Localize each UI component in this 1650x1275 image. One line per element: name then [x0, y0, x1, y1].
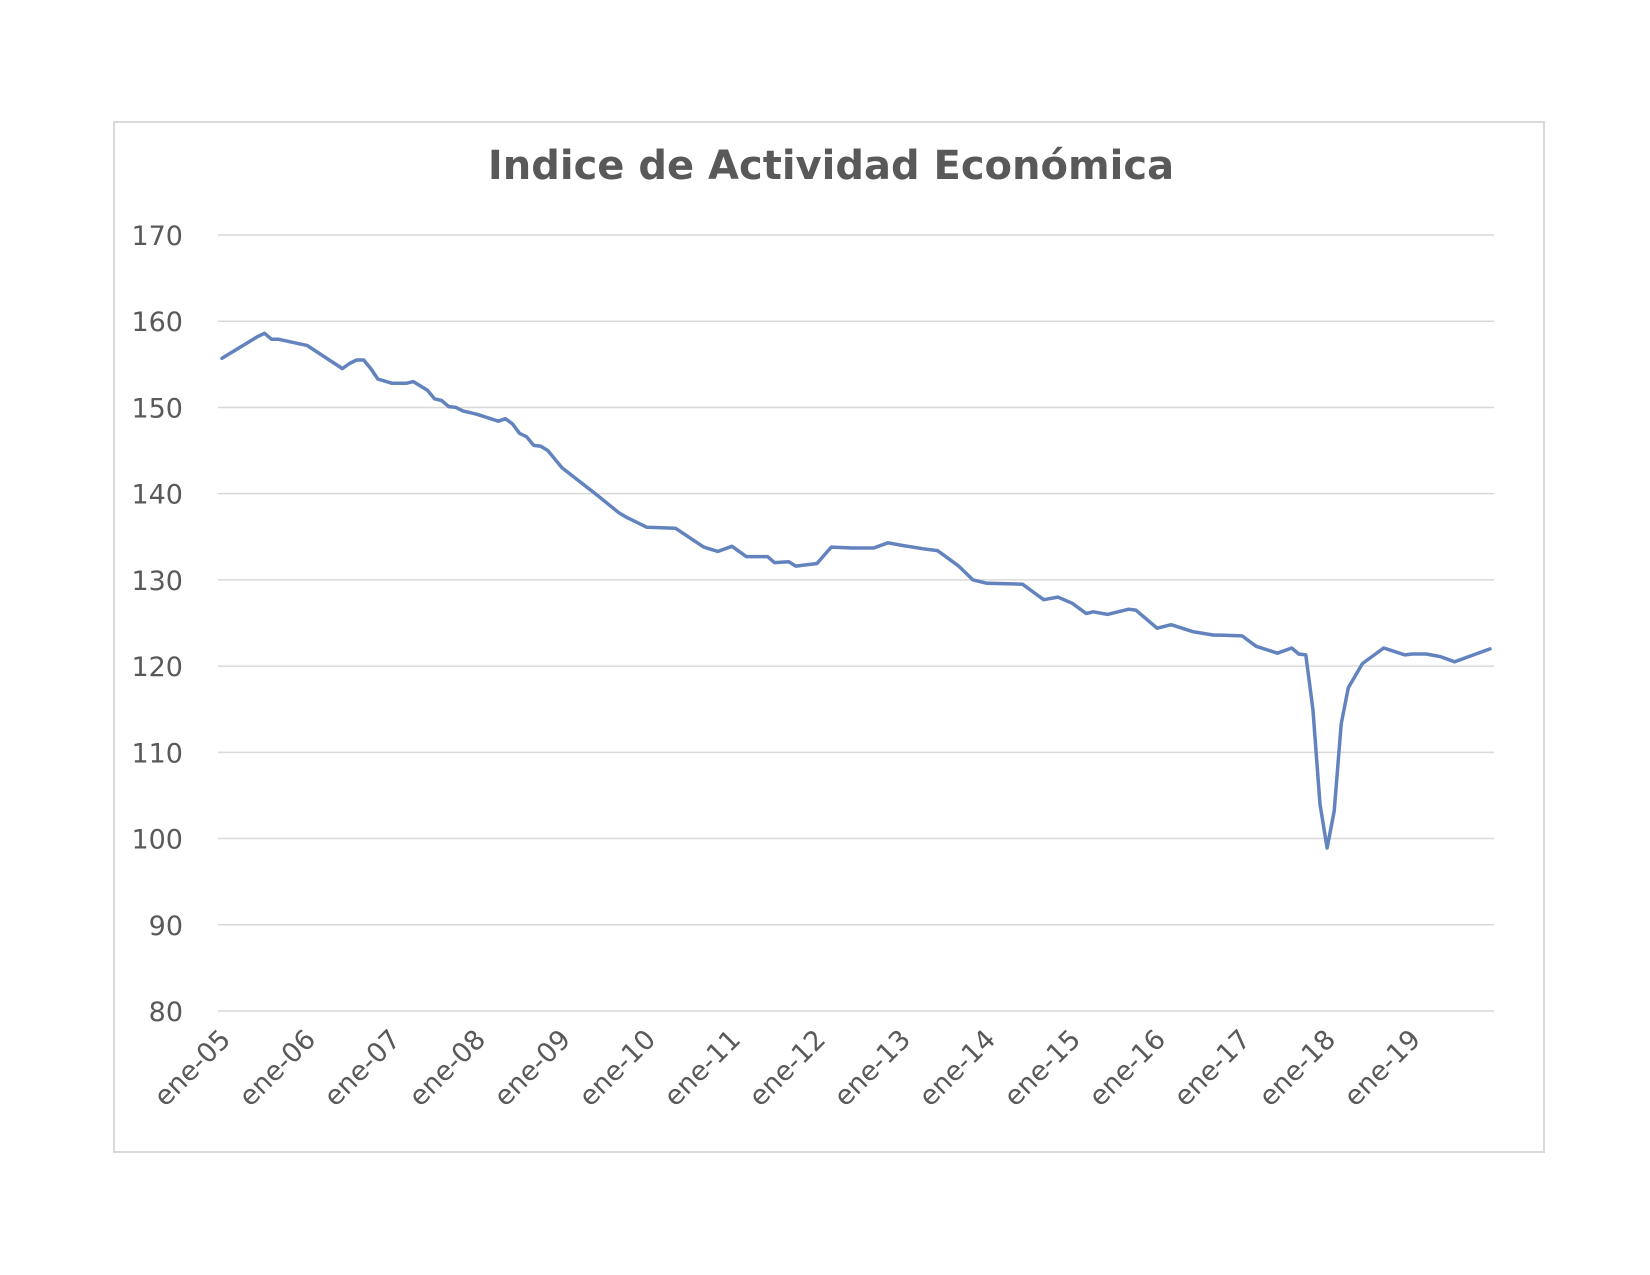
- y-tick-label: 110: [131, 738, 183, 769]
- x-tick-label: ene-05: [148, 1024, 237, 1113]
- x-tick-label: ene-15: [998, 1024, 1087, 1113]
- y-tick-label: 140: [131, 480, 183, 511]
- x-tick-label: ene-17: [1168, 1024, 1257, 1113]
- chart-frame: [113, 121, 1545, 1153]
- y-axis-tick-labels: 80 90 100 110 120 130 140 150 160 170: [131, 221, 183, 1028]
- x-tick-label: ene-18: [1253, 1024, 1342, 1113]
- y-tick-label: 170: [131, 221, 183, 252]
- x-tick-label: ene-11: [658, 1024, 747, 1113]
- y-tick-label: 160: [131, 307, 183, 338]
- x-tick-label: ene-16: [1083, 1024, 1172, 1113]
- series-line-0: [220, 331, 1492, 850]
- y-tick-label: 130: [131, 566, 183, 597]
- x-tick-label: ene-09: [488, 1024, 577, 1113]
- x-tick-label: ene-12: [743, 1024, 832, 1113]
- series-layer: [220, 331, 1492, 850]
- y-tick-label: 120: [131, 652, 183, 683]
- x-axis-tick-labels: ene-05ene-06ene-07ene-08ene-09ene-10ene-…: [148, 1024, 1427, 1113]
- x-tick-label: ene-08: [403, 1024, 492, 1113]
- x-tick-label: ene-13: [828, 1024, 917, 1113]
- gridlines: [218, 234, 1494, 1012]
- x-tick-label: ene-10: [573, 1024, 662, 1113]
- x-tick-label: ene-19: [1338, 1024, 1427, 1113]
- y-tick-label: 150: [131, 393, 183, 424]
- y-tick-label: 100: [131, 825, 183, 856]
- x-tick-label: ene-06: [233, 1024, 322, 1113]
- x-tick-label: ene-14: [913, 1024, 1002, 1113]
- y-tick-label: 80: [149, 997, 183, 1028]
- x-tick-label: ene-07: [318, 1024, 407, 1113]
- chart-title: Indice de Actividad Económica: [487, 143, 1175, 189]
- y-tick-label: 90: [149, 911, 183, 942]
